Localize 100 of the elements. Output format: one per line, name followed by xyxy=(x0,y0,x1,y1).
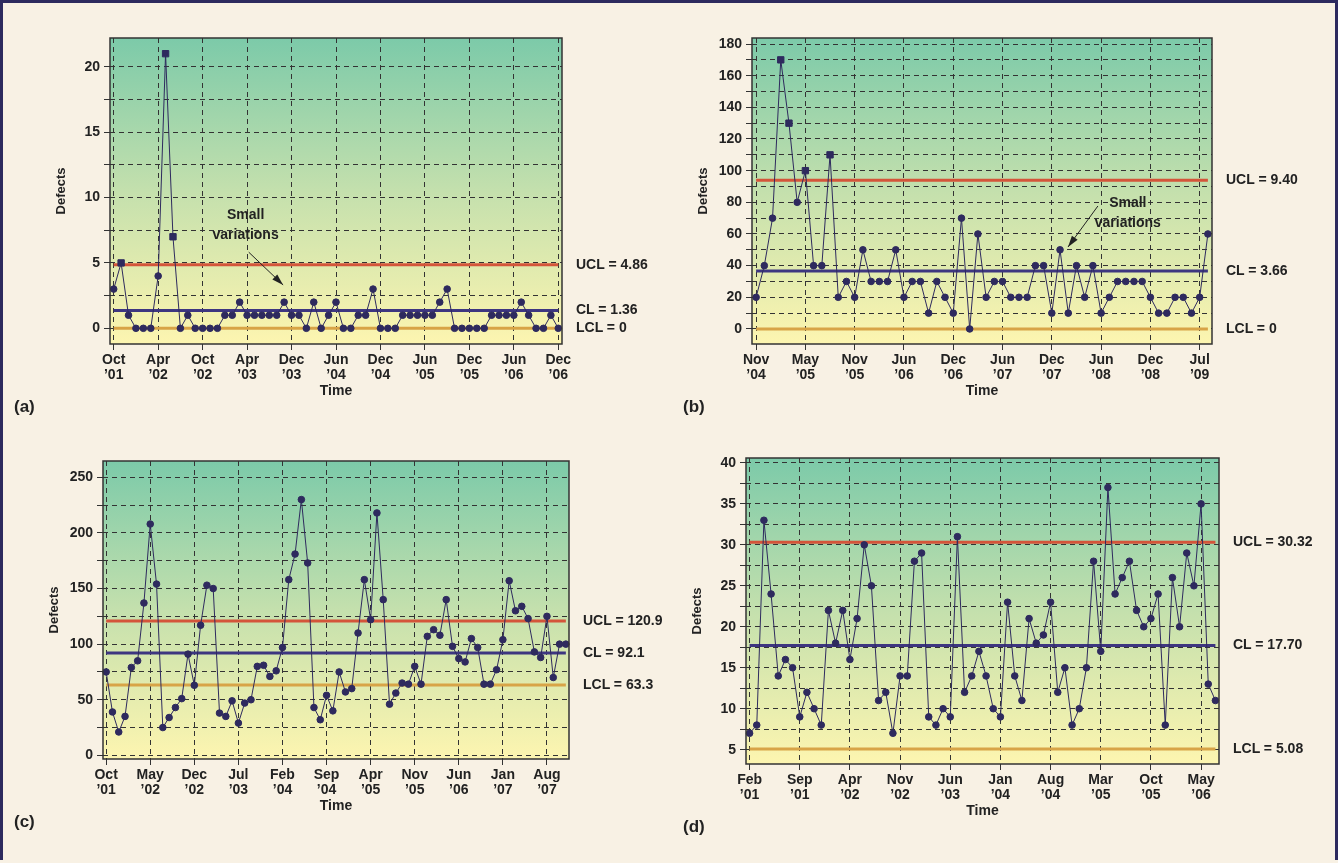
x-tick-label: Apr ’02 xyxy=(146,351,171,382)
point xyxy=(1130,277,1138,286)
point xyxy=(258,311,266,320)
point xyxy=(117,259,125,267)
point xyxy=(1195,293,1204,302)
y-tick-label: 120 xyxy=(718,129,743,146)
point xyxy=(768,214,777,222)
ref-line-label: LCL = 0 xyxy=(1226,319,1277,336)
x-tick-label: May ’05 xyxy=(791,351,820,382)
ref-line-label: LCL = 63.3 xyxy=(583,675,654,692)
point xyxy=(465,324,474,333)
point xyxy=(161,50,170,58)
point xyxy=(243,311,251,320)
y-tick-label: 0 xyxy=(85,746,94,763)
point xyxy=(1154,309,1163,317)
text: UCL = 9.40 xyxy=(1226,171,1298,188)
point xyxy=(752,293,760,302)
ref-line-label: UCL = 30.32 xyxy=(1233,533,1313,550)
x-tick-label: Jul ’03 xyxy=(228,766,249,797)
point xyxy=(554,324,563,333)
x-tick-label: Jan ’07 xyxy=(490,766,515,797)
x-tick-label: Jun ’03 xyxy=(937,771,963,802)
y-tick-label: 250 xyxy=(69,468,94,485)
point xyxy=(949,309,958,317)
x-tick-label: Jun ’06 xyxy=(446,766,472,797)
point xyxy=(867,277,875,286)
y-tick-label: 10 xyxy=(84,188,101,205)
point xyxy=(369,285,377,293)
point xyxy=(1163,309,1171,317)
y-tick-label: 180 xyxy=(718,34,743,51)
point xyxy=(265,311,274,320)
point xyxy=(176,324,185,333)
y-axis-title: Defects xyxy=(46,586,62,634)
x-tick-label: Jun ’08 xyxy=(1088,351,1114,382)
x-tick-label: May ’06 xyxy=(1187,771,1215,802)
y-tick-label: 40 xyxy=(720,453,737,470)
x-tick-label: Apr ’02 xyxy=(837,771,863,802)
point xyxy=(1006,293,1015,302)
point xyxy=(421,311,429,320)
point xyxy=(510,311,518,320)
point xyxy=(339,324,348,333)
point xyxy=(221,311,229,320)
point xyxy=(295,311,303,320)
point xyxy=(875,277,884,286)
x-tick-label: Oct ’01 xyxy=(102,351,126,382)
point xyxy=(1138,277,1146,286)
x-tick-label: Dec ’05 xyxy=(456,351,483,382)
x-axis-title: Time xyxy=(319,382,353,399)
point xyxy=(480,324,488,333)
point xyxy=(941,293,949,302)
ref-line-label: CL = 1.36 xyxy=(576,301,638,318)
point xyxy=(154,272,162,280)
x-tick-label: Jun ’04 xyxy=(323,351,349,382)
point xyxy=(982,293,990,302)
x-tick-label: Dec ’02 xyxy=(181,766,208,797)
y-tick-label: 30 xyxy=(720,535,737,552)
point xyxy=(974,230,982,238)
y-tick-label: 100 xyxy=(718,161,743,178)
point xyxy=(965,325,974,333)
point xyxy=(169,233,177,241)
y-axis-title: Defects xyxy=(689,587,705,635)
point xyxy=(547,311,555,320)
point xyxy=(1064,309,1073,317)
point xyxy=(250,311,259,320)
point xyxy=(1031,261,1040,270)
point xyxy=(777,56,785,64)
point xyxy=(235,298,244,306)
point xyxy=(502,311,511,320)
point xyxy=(1171,293,1179,302)
point xyxy=(213,324,222,333)
point xyxy=(1179,293,1188,302)
point xyxy=(1056,246,1064,254)
point xyxy=(957,214,966,222)
x-tick-label: Nov ’05 xyxy=(401,766,429,797)
point xyxy=(760,261,769,270)
point xyxy=(398,311,407,320)
point xyxy=(413,311,422,320)
point xyxy=(109,285,118,293)
point xyxy=(124,311,133,320)
point xyxy=(206,324,214,333)
point xyxy=(1048,309,1056,317)
point xyxy=(435,298,444,306)
point xyxy=(132,324,140,333)
point xyxy=(1187,309,1196,317)
y-axis-title: Defects xyxy=(695,167,711,215)
point xyxy=(428,311,437,320)
x-tick-label: Dec ’07 xyxy=(1038,351,1065,382)
ref-line-label: CL = 92.1 xyxy=(583,643,645,660)
text: CL = 3.66 xyxy=(1226,261,1288,278)
point xyxy=(317,324,325,333)
point xyxy=(495,311,503,320)
x-tick-label: Apr ’03 xyxy=(235,351,260,382)
x-tick-label: Nov ’05 xyxy=(841,351,869,382)
x-tick-label: Nov ’04 xyxy=(742,351,770,382)
point xyxy=(1039,261,1048,270)
point xyxy=(924,309,933,317)
point xyxy=(801,166,810,175)
point xyxy=(376,324,385,333)
point xyxy=(324,311,333,320)
point xyxy=(228,311,237,320)
